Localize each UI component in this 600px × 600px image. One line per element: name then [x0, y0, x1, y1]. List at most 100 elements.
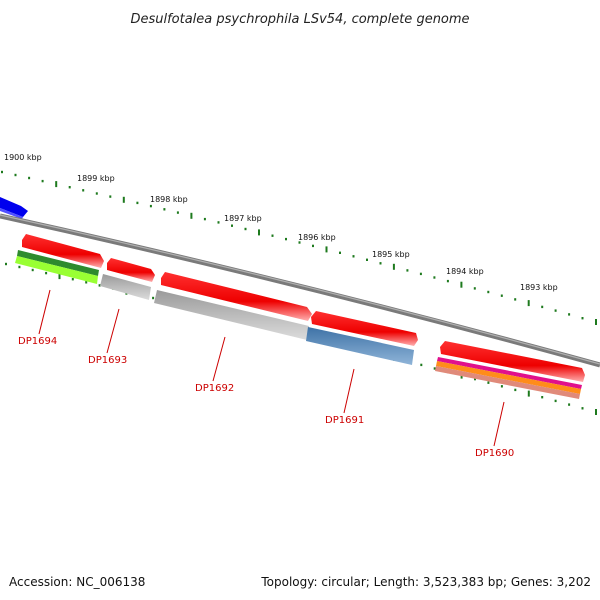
- scale-tick-lower-6: [85, 281, 88, 284]
- gene-arrow-blue: [0, 197, 28, 217]
- genome-title: Desulfotalea psychrophila LSv54, complet…: [130, 12, 469, 27]
- scale-tick-lower-5: [71, 278, 74, 281]
- scale-tick-upper-32: [433, 276, 436, 279]
- scale-tick-lower-4: [58, 273, 61, 280]
- scale-tick-upper-19: [258, 229, 260, 236]
- gene-label-dp1692[interactable]: DP1692: [195, 383, 234, 394]
- scale-tick-lower-38: [514, 388, 517, 392]
- scale-tick-upper-34: [460, 281, 463, 288]
- gene-dp1692-track: [154, 290, 309, 340]
- genome-backbone-highlight: [0, 214, 600, 365]
- gene-arrow-blue-shade: [0, 208, 23, 219]
- leader-dp1690: [493, 401, 505, 447]
- scale-tick-lower-42: [568, 403, 571, 406]
- gene-label-dp1691[interactable]: DP1691: [325, 415, 364, 426]
- scale-tick-upper-10: [136, 201, 139, 205]
- scale-tick-lower-39: [527, 390, 530, 397]
- scale-tick-upper-41: [554, 309, 557, 312]
- scale-tick-upper-14: [190, 212, 193, 219]
- gene-dp1691-arrow[interactable]: [311, 311, 418, 346]
- scale-tick-upper-28: [379, 262, 382, 265]
- kbp-labels: 1900 kbp 1899 kbp 1898 kbp 1897 kbp 1896…: [4, 153, 558, 292]
- kbp-label-1894: 1894 kbp: [446, 267, 484, 276]
- scale-tick-upper-21: [285, 237, 287, 241]
- scale-tick-upper-25: [339, 251, 341, 254]
- gene-leader-lines: [38, 289, 505, 447]
- scale-tick-lower-11: [152, 296, 155, 300]
- accession-text: Accession: NC_006138: [9, 575, 145, 589]
- scale-tick-upper-3: [41, 179, 44, 183]
- gene-dp1694-track-dark: [17, 250, 99, 276]
- scale-tick-lower-35: [474, 377, 476, 381]
- gene-dp1692-arrow[interactable]: [161, 272, 312, 321]
- scale-tick-upper-37: [500, 294, 503, 297]
- scale-tick-lower-7: [98, 284, 101, 287]
- scale-tick-upper-12: [163, 208, 166, 211]
- scale-tick-upper-31: [419, 272, 422, 276]
- scale-tick-lower-36: [487, 381, 490, 384]
- gene-dp1694-track-light: [15, 256, 98, 284]
- scale-tick-upper-1: [14, 173, 17, 177]
- scale-tick-upper-17: [231, 224, 233, 227]
- scale-tick-lower-2: [31, 268, 34, 272]
- scale-tick-upper-43: [581, 317, 584, 320]
- gene-dp1693[interactable]: [100, 258, 155, 300]
- scale-tick-upper-36: [487, 290, 490, 294]
- scale-tick-lower-32: [433, 367, 436, 370]
- scale-tick-upper-18: [244, 227, 247, 231]
- kbp-label-1893: 1893 kbp: [520, 283, 558, 292]
- scale-tick-lower-40: [541, 396, 544, 399]
- scale-tick-upper-29: [392, 263, 395, 270]
- scale-tick-upper-20: [271, 234, 274, 237]
- scale-tick-upper-15: [203, 217, 206, 221]
- scale-tick-upper-8: [109, 195, 112, 198]
- leader-dp1691: [343, 368, 355, 414]
- scale-tick-lower-3: [45, 271, 48, 275]
- topology-text: Topology: circular; Length: 3,523,383 bp…: [260, 575, 591, 589]
- gene-dp1693-track: [100, 274, 151, 300]
- scale-tick-lower-37: [500, 385, 503, 388]
- scale-ticks-upper: [1, 170, 597, 325]
- leader-dp1694: [38, 289, 51, 335]
- gene-dp1691[interactable]: [306, 311, 418, 365]
- scale-tick-lower-41: [554, 399, 557, 403]
- scale-tick-upper-6: [82, 189, 85, 192]
- scale-tick-upper-5: [68, 186, 71, 189]
- scale-tick-lower-31: [420, 363, 423, 367]
- gene-dp1693-arrow[interactable]: [107, 258, 155, 282]
- gene-label-dp1693[interactable]: DP1693: [88, 355, 127, 366]
- leader-dp1692: [212, 336, 226, 382]
- scale-tick-upper-24: [325, 246, 328, 253]
- gene-dp1690[interactable]: [435, 341, 585, 399]
- scale-tick-lower-1: [18, 265, 21, 269]
- scale-tick-upper-2: [28, 176, 31, 180]
- gene-label-dp1690[interactable]: DP1690: [475, 448, 514, 459]
- scale-tick-upper-27: [366, 258, 368, 261]
- scale-tick-upper-0: [1, 170, 3, 174]
- scale-tick-upper-7: [95, 192, 98, 195]
- gene-dp1694[interactable]: [15, 234, 104, 284]
- scale-tick-upper-44: [595, 319, 597, 325]
- scale-tick-upper-30: [406, 269, 409, 272]
- gene-label-dp1694[interactable]: DP1694: [18, 336, 57, 347]
- scale-tick-upper-11: [149, 204, 152, 208]
- scale-tick-upper-42: [568, 313, 571, 316]
- scale-tick-upper-16: [217, 221, 220, 224]
- gene-dp1692[interactable]: [154, 272, 312, 340]
- gene-dp1690-track-salmon: [435, 366, 580, 399]
- scale-tick-lower-44: [595, 409, 597, 415]
- scale-tick-upper-13: [176, 211, 179, 214]
- leader-dp1693: [106, 308, 120, 354]
- gene-dp1690-arrow[interactable]: [440, 341, 585, 382]
- kbp-label-1898: 1898 kbp: [150, 195, 188, 204]
- kbp-label-1899: 1899 kbp: [77, 174, 115, 183]
- kbp-label-1896: 1896 kbp: [298, 233, 336, 242]
- gene-dp1690-track-magenta: [437, 357, 582, 389]
- scale-tick-upper-26: [352, 255, 355, 258]
- gene-dp1690-track-orange: [436, 361, 581, 394]
- scale-tick-upper-23: [312, 244, 314, 248]
- gene-dp1694-arrow[interactable]: [22, 234, 104, 268]
- scale-tick-upper-9: [122, 196, 125, 203]
- scale-tick-upper-4: [55, 181, 58, 188]
